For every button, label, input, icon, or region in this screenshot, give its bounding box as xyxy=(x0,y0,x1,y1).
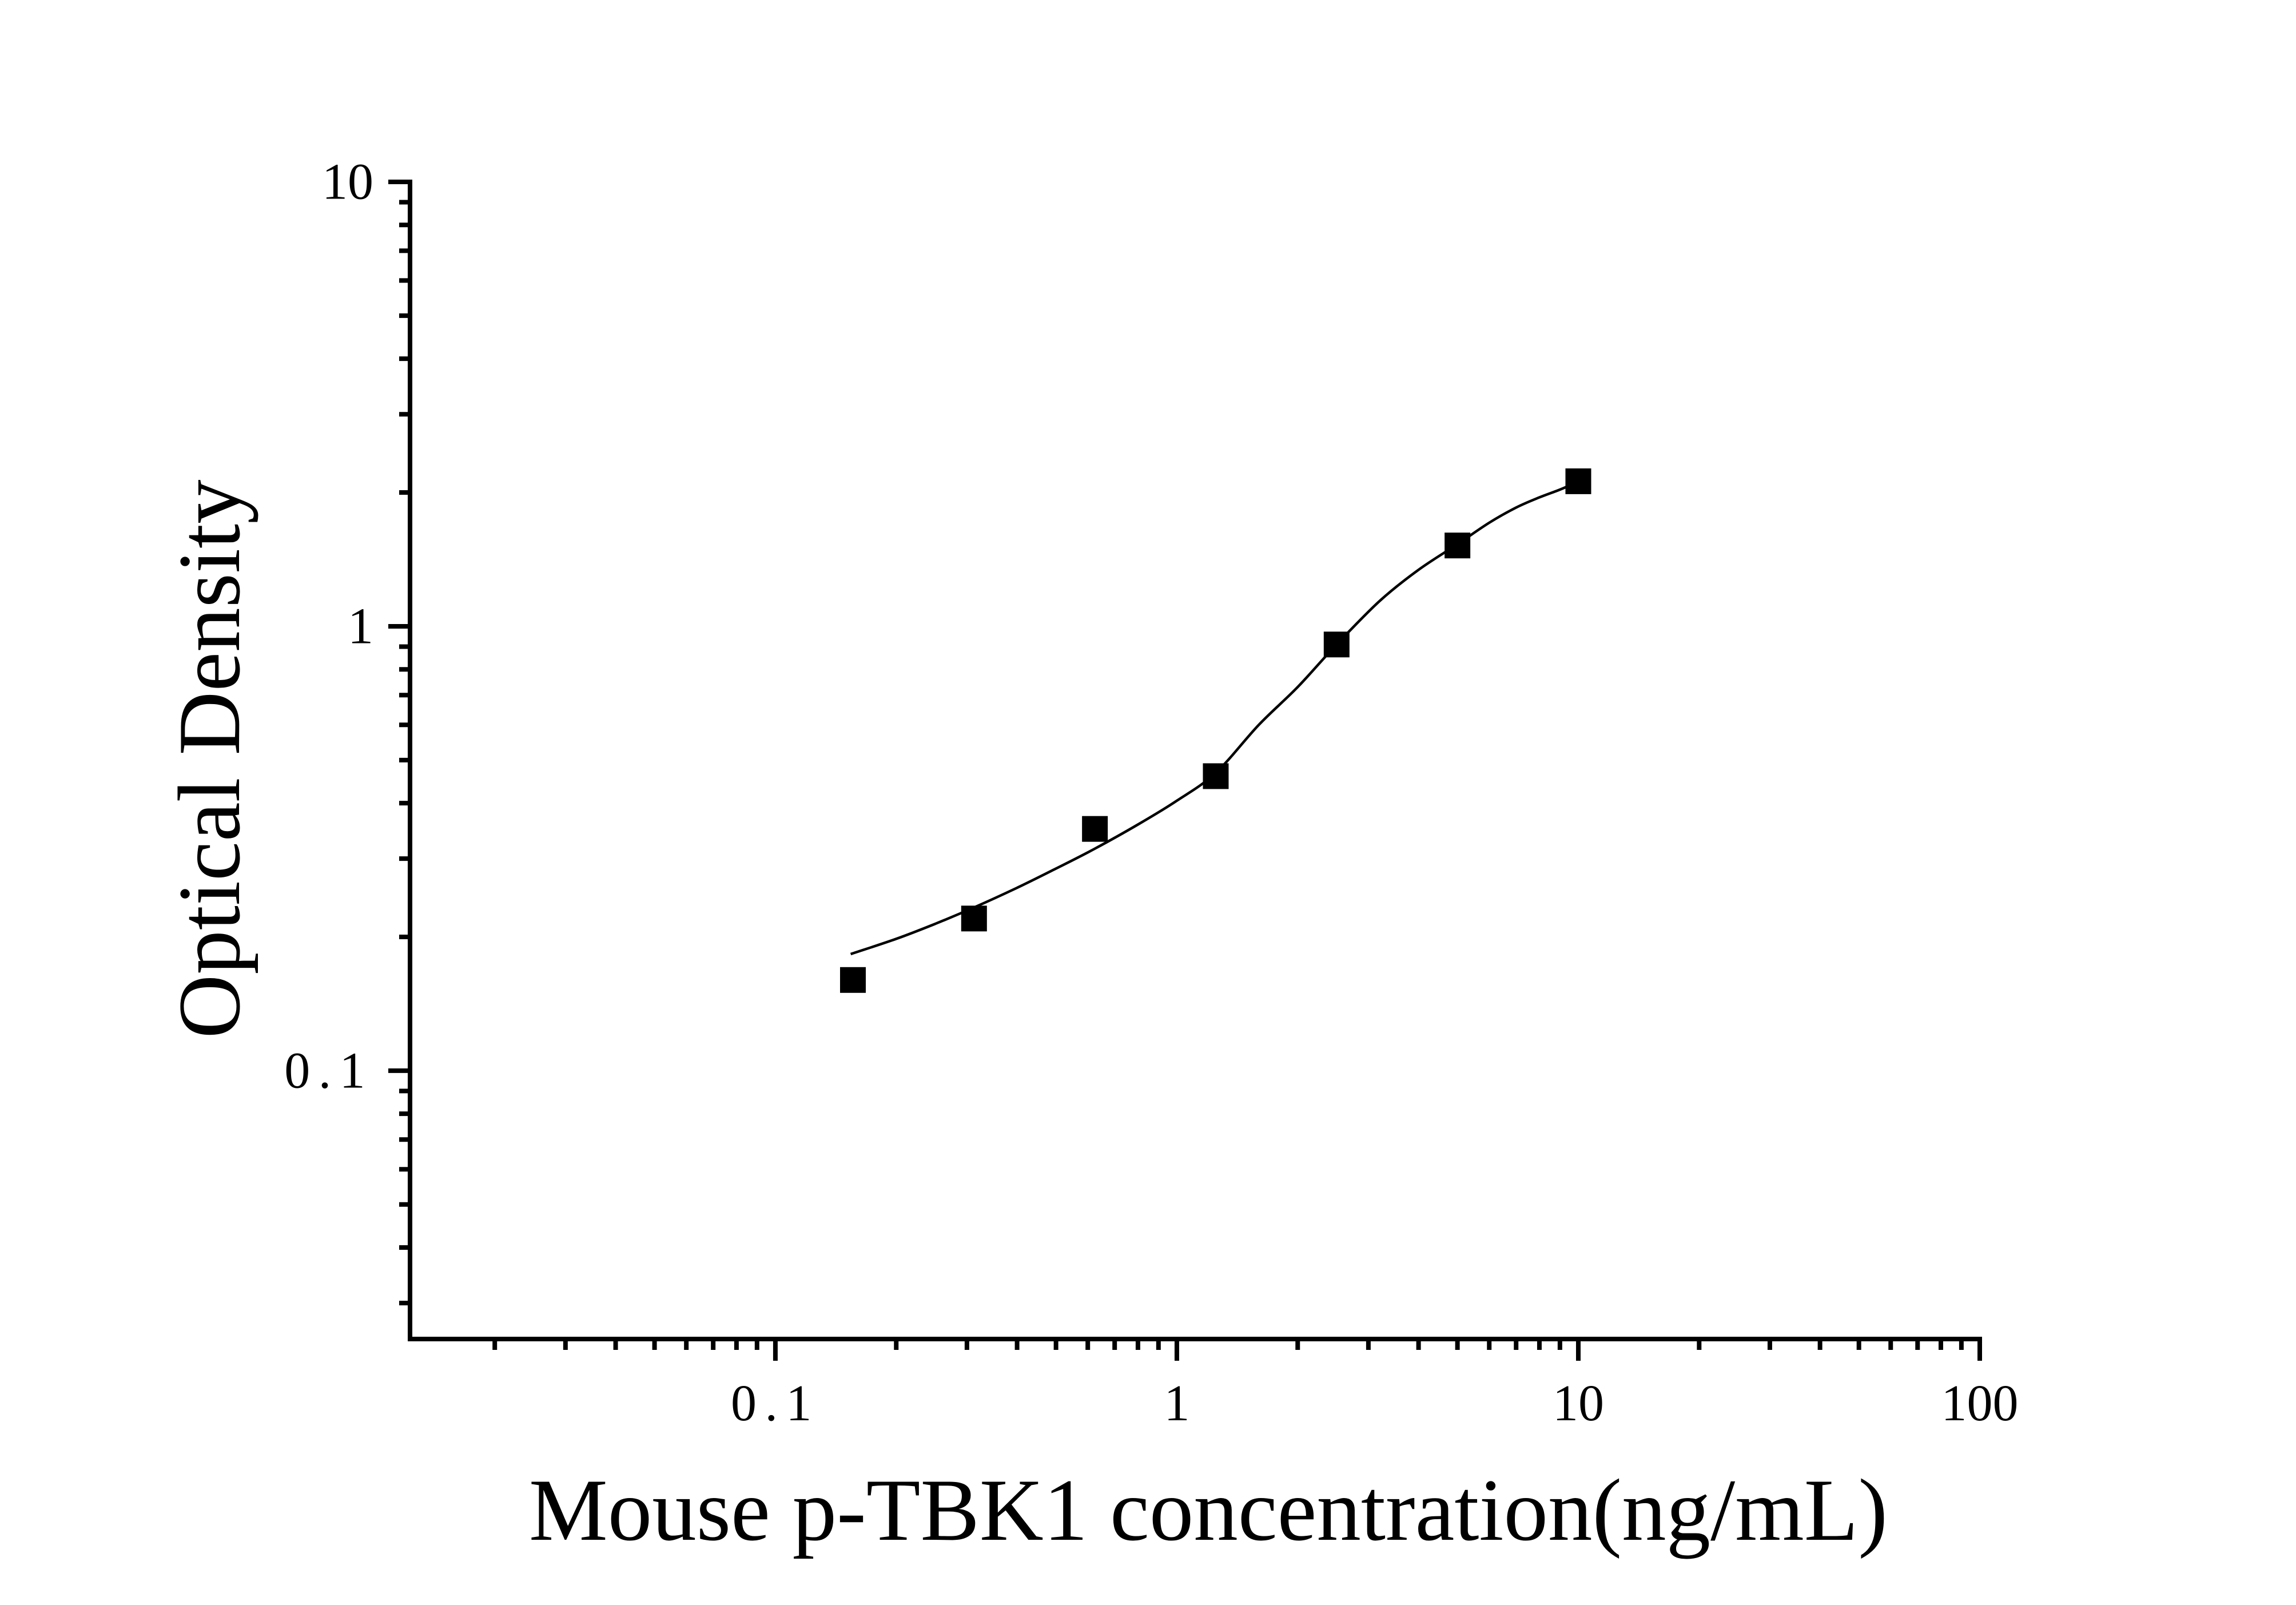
plot-area xyxy=(839,468,1591,993)
x-axis-tick-label: 0.1 xyxy=(731,1375,820,1432)
axis-ticks xyxy=(388,180,1982,1361)
x-axis-tick-label: 100 xyxy=(1941,1375,2019,1432)
y-axis-tick-label: 1 xyxy=(348,598,373,655)
axis-tick-labels: 0.1 1 10 100 10 1 0.1 xyxy=(284,154,2018,1432)
data-point-marker xyxy=(1565,468,1591,494)
fit-curve-line xyxy=(850,482,1575,956)
data-point-marker xyxy=(1203,763,1229,789)
x-axis-tick-label: 1 xyxy=(1164,1375,1189,1432)
x-axis-title: Mouse p-TBK1 concentration(ng/mL) xyxy=(529,1461,1888,1559)
axis-frame xyxy=(408,180,1982,1341)
data-point-marker xyxy=(1445,533,1471,559)
x-axis-tick-label: 10 xyxy=(1553,1375,1604,1432)
data-point-marker xyxy=(961,905,987,932)
y-axis-tick-label: 10 xyxy=(322,154,373,210)
y-axis-title: Optical Density xyxy=(160,479,258,1038)
y-axis-tick-label: 0.1 xyxy=(284,1043,373,1099)
data-point-marker xyxy=(839,967,866,993)
data-point-marker xyxy=(1323,631,1350,658)
data-point-marker xyxy=(1082,816,1108,842)
axes xyxy=(408,180,1982,1341)
